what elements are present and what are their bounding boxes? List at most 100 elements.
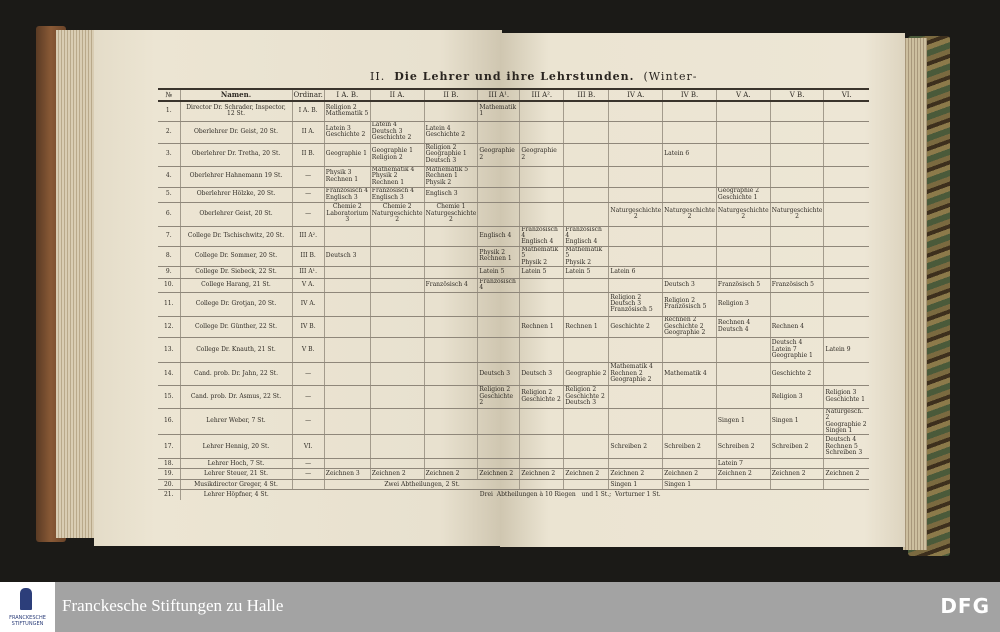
row-number: 9. bbox=[158, 266, 180, 279]
row-number: 5. bbox=[158, 187, 180, 203]
schedule-cell bbox=[608, 121, 663, 144]
table-row: 21. Lehrer Höpfner, 4 St. Drei Abtheilunge… bbox=[158, 489, 869, 500]
schedule-cell: Chemie 2 Laboratorium 3 bbox=[323, 202, 371, 227]
teacher-schedule-table: № Namen. Ordinar. I A. B. II A. II B. III A¹. I… bbox=[158, 88, 869, 500]
row-number: 2. bbox=[158, 121, 180, 144]
schedule-cell: Religion 2 Geographie 1 Deutsch 3 bbox=[423, 143, 478, 167]
schedule-cell bbox=[608, 226, 663, 247]
schedule-cell: Zeichnen 2 bbox=[715, 468, 771, 481]
schedule-cell: Schreiben 2 bbox=[769, 434, 824, 460]
figure-icon bbox=[20, 588, 32, 610]
schedule-cell bbox=[563, 458, 609, 470]
schedule-cell bbox=[369, 278, 425, 293]
schedule-cell bbox=[608, 385, 663, 409]
schedule-cell bbox=[423, 385, 478, 409]
schedule-span-note: Drei Abtheilungen à 10 Riegen und 1 St.;… bbox=[479, 490, 661, 498]
schedule-cell: Geographie 2 bbox=[519, 143, 564, 167]
schedule-cell bbox=[769, 121, 824, 144]
schedule-cell bbox=[477, 408, 520, 436]
schedule-cell bbox=[823, 266, 869, 279]
schedule-cell: Deutsch 3 bbox=[477, 362, 520, 386]
schedule-cell: Zeichnen 2 bbox=[563, 468, 609, 481]
schedule-cell: Deutsch 3 bbox=[519, 362, 564, 386]
document-viewer: II. Die Lehrer und ihre Lehrstunden. (Wi… bbox=[36, 26, 950, 556]
schedule-cell bbox=[369, 292, 425, 317]
schedule-cell: Religion 2 Französisch 5 bbox=[662, 292, 717, 317]
schedule-cell: Religion 2 Deutsch 3 Französisch 5 bbox=[608, 292, 663, 317]
schedule-cell bbox=[519, 278, 564, 293]
schedule-cell bbox=[477, 337, 520, 363]
schedule-cell bbox=[769, 479, 824, 491]
schedule-cell: Zeichnen 3 bbox=[323, 468, 371, 481]
schedule-cell: Zeichnen 2 bbox=[423, 468, 478, 481]
row-number: 7. bbox=[158, 226, 180, 247]
schedule-cell bbox=[662, 266, 717, 279]
table-row: 7. College Dr. Tschischwitz, 20 St. III A²… bbox=[158, 226, 869, 247]
schedule-cell bbox=[369, 408, 425, 436]
schedule-cell bbox=[769, 292, 824, 317]
schedule-cell: Zeichnen 2 bbox=[477, 468, 520, 481]
schedule-cell bbox=[662, 458, 717, 470]
column-header: II A. bbox=[369, 88, 425, 102]
schedule-cell bbox=[662, 246, 717, 267]
table-row: 4. Oberlehrer Hahnemann 19 St. — Physik 3 R… bbox=[158, 166, 869, 188]
row-number: 13. bbox=[158, 337, 180, 363]
institution-name: Franckesche Stiftungen zu Halle bbox=[62, 596, 284, 615]
schedule-cell bbox=[423, 434, 478, 460]
empty-cell bbox=[292, 490, 424, 500]
schedule-cell: Rechnen 1 bbox=[563, 316, 609, 338]
teacher-name: College Dr. Günther, 22 St. bbox=[179, 316, 292, 338]
schedule-cell: Zeichnen 2 bbox=[608, 468, 663, 481]
schedule-cell bbox=[608, 458, 663, 470]
schedule-cell: Mathematik 5 Physik 2 bbox=[563, 246, 609, 267]
schedule-cell: Mathematik 5 Physik 2 bbox=[519, 246, 564, 267]
ordinarius-class: — bbox=[291, 166, 325, 188]
schedule-cell bbox=[423, 408, 478, 436]
schedule-cell bbox=[369, 385, 425, 409]
schedule-cell: Religion 3 Geschichte 1 bbox=[823, 385, 869, 409]
schedule-cell: Religion 2 Mathematik 5 bbox=[323, 101, 371, 122]
section-title: Die Lehrer und ihre Lehrstunden. bbox=[394, 70, 635, 83]
schedule-cell bbox=[608, 337, 663, 363]
section-number: II. bbox=[370, 70, 386, 83]
schedule-cell: Naturgeschichte 2 bbox=[715, 202, 771, 227]
schedule-cell: Geschichte 2 bbox=[769, 362, 824, 386]
table-row: 13. College Dr. Knauth, 21 St. V B. Deutsch… bbox=[158, 337, 869, 363]
schedule-cell bbox=[769, 101, 824, 122]
schedule-cell bbox=[519, 434, 564, 460]
schedule-cell bbox=[323, 458, 371, 470]
schedule-cell bbox=[323, 385, 371, 409]
schedule-cell bbox=[715, 385, 771, 409]
schedule-cell: Singen 1 bbox=[608, 479, 663, 491]
column-header: III A¹. bbox=[477, 88, 520, 102]
schedule-cell: Singen 1 bbox=[715, 408, 771, 436]
schedule-cell bbox=[823, 166, 869, 188]
schedule-cell: Rechnen 4 Deutsch 4 bbox=[715, 316, 771, 338]
schedule-cell: Französisch 4 bbox=[423, 278, 478, 293]
schedule-cell bbox=[662, 337, 717, 363]
schedule-cell bbox=[823, 226, 869, 247]
schedule-cell: Mathematik 1 bbox=[477, 101, 520, 122]
schedule-cell bbox=[715, 226, 771, 247]
dfg-logo[interactable]: DFG bbox=[940, 594, 990, 618]
schedule-cell bbox=[323, 316, 371, 338]
schedule-cell bbox=[563, 166, 609, 188]
schedule-cell bbox=[608, 166, 663, 188]
schedule-cell bbox=[662, 121, 717, 144]
schedule-cell bbox=[662, 408, 717, 436]
schedule-cell bbox=[563, 292, 609, 317]
schedule-cell: Französisch 4 Englisch 3 bbox=[323, 187, 371, 203]
page-title: II. Die Lehrer und ihre Lehrstunden. (Wi… bbox=[370, 70, 697, 83]
row-number: 10. bbox=[158, 278, 180, 293]
franckesche-logo[interactable]: FRANCKESCHE STIFTUNGEN bbox=[0, 582, 55, 632]
schedule-cell bbox=[369, 266, 425, 279]
teacher-name: College Dr. Siebeck, 22 St. bbox=[179, 266, 292, 279]
schedule-cell bbox=[477, 292, 520, 317]
schedule-cell: Geschichte 2 bbox=[608, 316, 663, 338]
schedule-cell bbox=[323, 226, 371, 247]
schedule-cell bbox=[423, 337, 478, 363]
schedule-cell bbox=[662, 101, 717, 122]
table-row: 17. Lehrer Hennig, 20 St. VI. Schreiben 2 Sc… bbox=[158, 434, 869, 460]
schedule-cell bbox=[608, 187, 663, 203]
schedule-cell bbox=[423, 458, 478, 470]
